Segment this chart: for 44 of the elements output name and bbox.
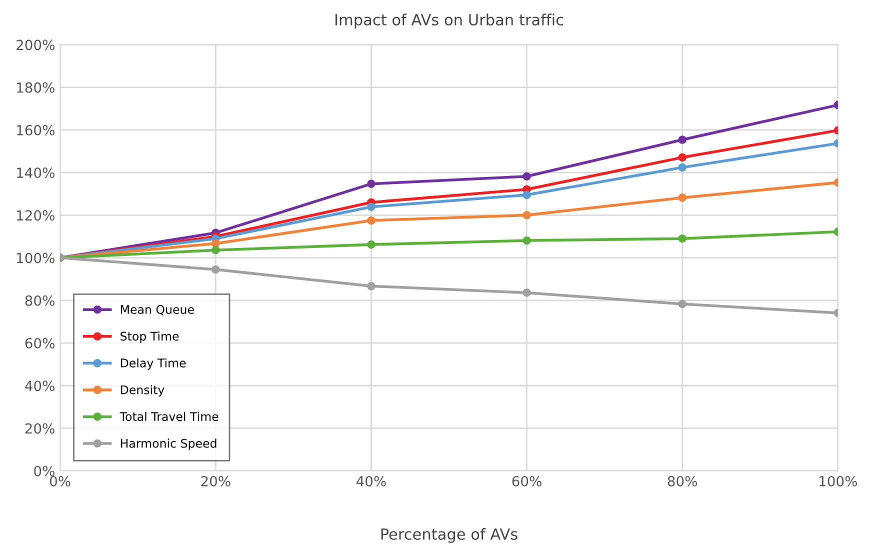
x-tick-label: 40% xyxy=(356,476,386,486)
y-tick-label: 140% xyxy=(17,168,54,178)
y-tick-label: 40% xyxy=(25,380,54,392)
y-tick-label: 160% xyxy=(17,124,54,136)
point xyxy=(367,202,376,212)
point xyxy=(367,240,376,249)
y-tick-label: 120% xyxy=(17,210,54,221)
point xyxy=(522,190,531,200)
x-tick-label: 100% xyxy=(820,476,857,486)
point xyxy=(211,239,220,248)
y-tick-label: 180% xyxy=(17,82,54,93)
y-tick-label: 80% xyxy=(25,295,54,306)
point xyxy=(522,288,531,297)
point xyxy=(367,180,376,188)
point xyxy=(522,236,531,245)
legend-label: Mean Queue xyxy=(120,304,194,316)
y-tick-label: 100% xyxy=(17,252,54,264)
x-tick-label: 60% xyxy=(512,476,542,486)
y-tick-label: 60% xyxy=(25,338,54,348)
y-tick-label: 0% xyxy=(34,466,54,476)
point xyxy=(678,163,687,172)
y-tick-label: 20% xyxy=(25,423,54,434)
legend-label: Total Travel Time xyxy=(120,412,218,422)
x-tick-label: 20% xyxy=(201,476,230,486)
x-axis-title: Percentage of AVs xyxy=(381,528,518,543)
point xyxy=(211,246,220,254)
point xyxy=(367,216,376,225)
point xyxy=(522,211,531,220)
point xyxy=(678,234,687,243)
legend-label: Delay Time xyxy=(120,358,186,370)
y-tick-label: 200% xyxy=(16,40,54,50)
point xyxy=(522,172,531,181)
point xyxy=(678,136,687,144)
legend-label: Density xyxy=(120,385,164,397)
legend-label: Harmonic Speed xyxy=(120,438,216,450)
point xyxy=(678,194,687,202)
point xyxy=(367,282,376,290)
x-tick-label: 80% xyxy=(668,476,698,486)
legend-label: Stop Time xyxy=(120,332,179,343)
point xyxy=(678,153,687,162)
x-tick-label: 0% xyxy=(50,476,70,486)
chart-title: Impact of AVs on Urban traffic xyxy=(336,14,564,28)
point xyxy=(211,265,220,274)
point xyxy=(678,300,687,308)
